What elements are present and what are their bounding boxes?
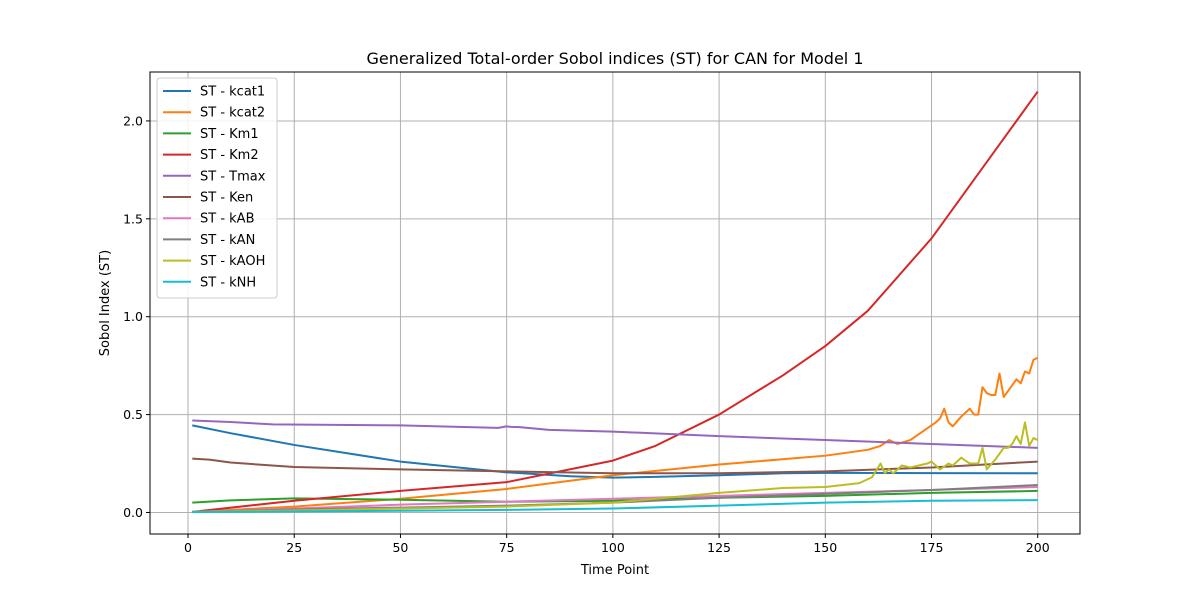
series-line-km2	[192, 90, 1039, 513]
axis-ticks: 0 25 50 75 100 125 150 175 200 0.0 0.5 1.0 1.5 2.0	[123, 113, 1050, 555]
y-tick-label: 2.0	[123, 113, 143, 128]
legend-entry-label: ST - Km1	[200, 127, 259, 142]
x-tick-label: 25	[286, 540, 302, 555]
legend-entry-label: ST - Tmax	[200, 169, 266, 184]
grid-lines	[150, 72, 1080, 534]
series-line-kcat2	[192, 356, 1039, 513]
x-tick-label: 50	[392, 540, 408, 555]
legend-entry-label: ST - kAN	[200, 233, 255, 248]
y-tick-label: 1.5	[123, 211, 143, 226]
legend-entry-label: ST - kAOH	[200, 254, 265, 269]
x-tick-label: 175	[920, 540, 944, 555]
legend: ST - kcat1 ST - kcat2 ST - Km1 ST - Km2 ST -…	[156, 77, 278, 299]
legend-entry-label: ST - kAB	[200, 212, 255, 227]
y-tick-label: 1.0	[123, 309, 143, 324]
plot-area-frame	[149, 71, 1081, 535]
series-line-tmax	[192, 419, 1038, 449]
series-line-knh	[192, 499, 1038, 514]
x-tick-label: 100	[601, 540, 625, 555]
series-line-kaoh	[192, 421, 1039, 513]
x-tick-label: 200	[1026, 540, 1050, 555]
series-lines	[192, 90, 1039, 514]
legend-entry-label: ST - Km2	[200, 148, 259, 163]
x-axis-label: Time Point	[580, 563, 649, 578]
series-line-kcat1	[192, 424, 1038, 479]
x-tick-label: 150	[813, 540, 837, 555]
legend-entry-label: ST - kcat2	[200, 106, 265, 121]
x-tick-label: 0	[184, 540, 192, 555]
chart-title: Generalized Total-order Sobol indices (S…	[367, 49, 864, 68]
legend-entry-label: ST - kNH	[200, 275, 256, 290]
y-tick-label: 0.5	[123, 407, 143, 422]
y-axis-label: Sobol Index (ST)	[98, 250, 113, 356]
legend-entry-label: ST - Ken	[200, 191, 253, 206]
x-tick-label: 125	[707, 540, 731, 555]
y-tick-label: 0.0	[123, 505, 143, 520]
legend-entry-label: ST - kcat1	[200, 85, 265, 100]
series-line-ken	[192, 457, 1038, 475]
x-tick-label: 75	[499, 540, 515, 555]
